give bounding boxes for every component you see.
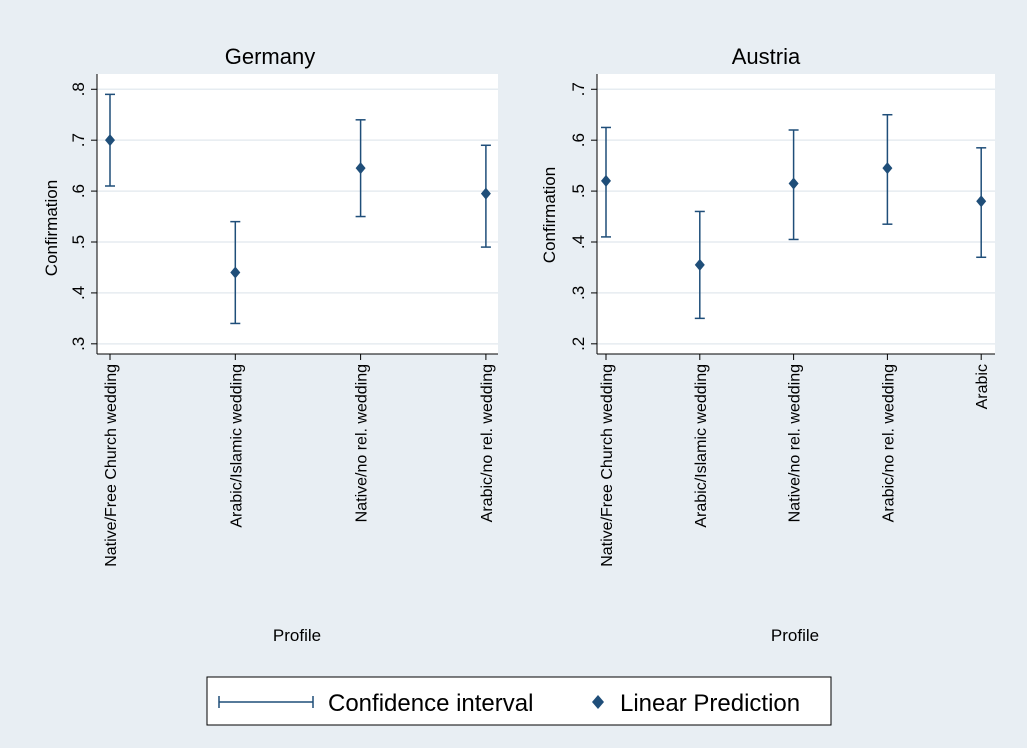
y-tick-label: .4 (569, 235, 588, 249)
x-tick-label: Arabic (974, 364, 991, 409)
panel-austria: Austria .2 .3 .4 .5 .6 .7 Native/Free Church … (540, 44, 995, 645)
legend-box (206, 676, 832, 726)
y-tick-label: .6 (69, 184, 88, 198)
y-tick-label: .4 (69, 286, 88, 300)
x-axis-label: Profile (273, 626, 321, 645)
legend: Confidence interval Linear Prediction (206, 676, 832, 726)
legend-item-confidence-interval: Confidence interval (218, 690, 533, 717)
y-axis-label: Confirmation (42, 180, 61, 276)
plot-area (597, 74, 995, 354)
grid-layer (597, 88, 995, 345)
point-marker (788, 177, 799, 190)
y-tick-label: .7 (569, 82, 588, 96)
x-tick-label: Native/Free Church wedding (103, 364, 120, 567)
y-tick-label: .3 (569, 286, 588, 300)
point-marker (694, 258, 705, 271)
grid-layer (97, 88, 498, 345)
y-tick-label: .2 (569, 337, 588, 351)
panel-title: Germany (225, 44, 315, 69)
y-tick-label: .6 (569, 133, 588, 147)
x-tick-label: Arabic/Islamic wedding (228, 364, 245, 528)
x-tick-label: Arabic/no rel. wedding (479, 364, 496, 522)
x-tick-label: Native/no rel. wedding (354, 364, 371, 522)
legend-item-linear-prediction: Linear Prediction (592, 690, 800, 717)
y-tick-label: .5 (569, 184, 588, 198)
data-marks (601, 113, 987, 320)
point-marker (976, 195, 987, 208)
y-axis-label: Confirmation (540, 167, 559, 263)
point-marker (601, 174, 611, 187)
point-marker (355, 162, 366, 175)
x-tick-label: Arabic/no rel. wedding (880, 364, 897, 522)
legend-label: Confidence interval (328, 690, 533, 717)
legend-label: Linear Prediction (620, 690, 800, 717)
y-tick-label: .3 (69, 337, 88, 351)
point-marker (882, 162, 893, 175)
point-marker (105, 134, 115, 147)
panel-title: Austria (732, 44, 801, 69)
x-tick-label: Native/Free Church wedding (599, 364, 616, 567)
x-axis-label: Profile (771, 626, 819, 645)
x-tick-label: Native/no rel. wedding (787, 364, 804, 522)
x-ticks: Native/Free Church wedding Arabic/Islamic… (103, 354, 496, 567)
panel-germany: Germany .3 .4 .5 .6 .7 .8 Native/Free Church … (42, 44, 498, 645)
y-tick-label: .5 (69, 235, 88, 249)
y-ticks: .3 .4 .5 .6 .7 .8 (69, 82, 97, 351)
point-marker (230, 266, 241, 279)
y-ticks: .2 .3 .4 .5 .6 .7 (569, 82, 597, 351)
data-marks (105, 93, 491, 325)
point-marker (480, 187, 491, 200)
x-ticks: Native/Free Church wedding Arabic/Islamic… (599, 354, 991, 567)
x-tick-label: Arabic/Islamic wedding (693, 364, 710, 528)
y-tick-label: .7 (69, 133, 88, 147)
plot-area (97, 74, 498, 354)
y-tick-label: .8 (69, 82, 88, 96)
legend-diamond-symbol (592, 695, 604, 709)
